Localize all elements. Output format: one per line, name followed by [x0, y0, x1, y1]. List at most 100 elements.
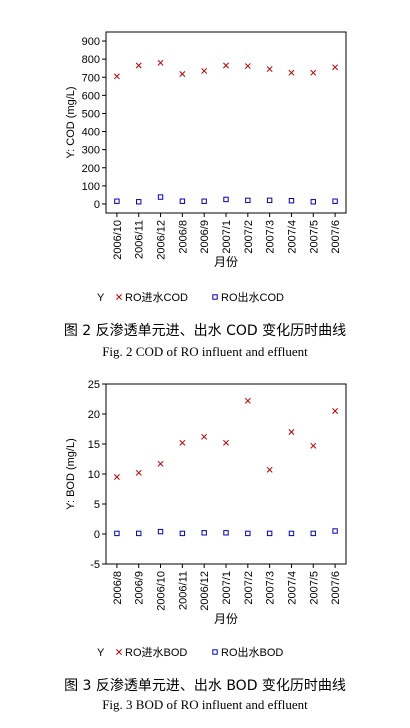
- bod-legend-marker-2: [212, 649, 218, 655]
- cod-x-tick-label: 2007/1: [221, 220, 233, 254]
- bod-series2-point: [266, 530, 273, 537]
- cod-y-tick-label: 200: [82, 163, 100, 175]
- bod-series1-point-stroke-b: [310, 442, 317, 449]
- cod-y-tick-label: 500: [82, 108, 100, 120]
- cod-y-tick-label: 600: [82, 90, 100, 102]
- cod-series1-point: [266, 66, 273, 73]
- cod-series2-point: [310, 199, 316, 205]
- cod-y-axis-label: Y: COD (mg/L): [65, 86, 77, 158]
- cod-series1-point: [223, 62, 229, 69]
- cod-x-tick-label: 2007/5: [308, 220, 320, 254]
- bod-series1-point: [332, 408, 339, 414]
- bod-legend-label-2: RO出水BOD: [221, 645, 283, 659]
- bod-series1-point-stroke-b: [223, 439, 229, 446]
- cod-series1-point: [157, 59, 164, 66]
- bod-x-tick-label: 2006/10: [156, 571, 168, 611]
- bod-series2-point: [201, 530, 207, 536]
- cod-series1-point-stroke-b: [135, 62, 142, 69]
- bod-series1-point-stroke-b: [157, 460, 164, 467]
- cod-series1-point: [332, 64, 339, 71]
- cod-series1-point-stroke-b: [179, 71, 186, 77]
- bod-x-tick-label: 2007/2: [243, 571, 255, 605]
- cod-plot-frame: [105, 31, 347, 214]
- bod-plot-frame: [105, 383, 347, 565]
- bod-chart: -5 0 5 10 15 20 25 Y: BOD (mg/L) 2006/8 2006/9 200…: [65, 379, 347, 659]
- bod-series2-point: [157, 528, 164, 535]
- bod-y-tick-label: 10: [88, 469, 100, 481]
- bod-x-tick-label: 2006/9: [134, 571, 146, 605]
- cod-series1-point-stroke-b: [201, 67, 208, 74]
- cod-x-tick-label: 2007/4: [286, 220, 298, 254]
- cod-y-tick-label: 100: [82, 181, 100, 193]
- cod-series2-point: [201, 198, 207, 204]
- cod-series2-point: [245, 197, 251, 204]
- bod-x-axis-label: 月份: [214, 612, 238, 626]
- bod-series1-point-stroke-b: [135, 469, 142, 476]
- bod-legend-marker-1-stroke-b: [116, 649, 122, 655]
- cod-series1-point-stroke-b: [244, 63, 251, 69]
- bod-series2-point: [245, 530, 251, 537]
- bod-x-tick-label: 2006/11: [177, 571, 189, 610]
- bod-series1-point-stroke-b: [244, 397, 251, 404]
- bod-legend-title: Y: [97, 647, 105, 659]
- bod-y-tick-label: 0: [94, 529, 100, 541]
- bod-legend-label-1: RO进水BOD: [125, 646, 187, 659]
- cod-chart: 0 100 200 300 400 500 600 700 800 900 Y: COD (mg/L…: [65, 31, 347, 304]
- bod-series2-point: [179, 530, 186, 537]
- bod-series1-point: [244, 397, 251, 404]
- bod-series2-point: [310, 530, 316, 537]
- cod-legend-marker-1: [116, 294, 122, 300]
- cod-series1-point: [201, 67, 208, 74]
- bod-series1-point-stroke-b: [113, 474, 120, 480]
- cod-series2-point: [136, 199, 142, 205]
- bod-series2-point: [288, 530, 295, 537]
- cod-series2-point: [332, 198, 338, 204]
- bod-series1-point-stroke-b: [201, 433, 208, 440]
- bod-x-tick-label: 2006/8: [112, 571, 124, 605]
- bod-series2-point: [332, 528, 338, 534]
- figure-3-caption-cn: 图 3 反渗透单元进、出水 BOD 变化历时曲线: [64, 678, 346, 694]
- cod-series1-point-stroke-b: [223, 62, 229, 69]
- cod-x-axis-label: 月份: [214, 255, 238, 269]
- cod-series1-point: [244, 63, 251, 69]
- cod-series2-point: [157, 194, 164, 200]
- bod-series1-point: [113, 474, 120, 480]
- bod-series1-point: [266, 466, 273, 473]
- cod-series1-point: [310, 69, 317, 76]
- cod-x-tick-label: 2006/12: [156, 220, 168, 260]
- cod-series1-point: [113, 73, 120, 80]
- cod-x-tick-label: 2006/11: [134, 220, 146, 259]
- cod-x-tick-label: 2007/3: [265, 220, 277, 254]
- cod-series1-point-stroke-b: [288, 69, 295, 76]
- bod-x-tick-label: 2007/5: [308, 571, 320, 605]
- bod-series1-point: [157, 460, 164, 467]
- figure-3-caption-en: Fig. 3 BOD of RO influent and effluent: [102, 697, 308, 712]
- bod-series1-point-stroke-b: [266, 466, 273, 473]
- cod-legend-label-2: RO出水COD: [221, 290, 284, 304]
- cod-x-tick-label: 2006/9: [199, 220, 211, 254]
- cod-x-tick-label: 2007/6: [330, 220, 342, 254]
- cod-x-tick-label: 2006/8: [177, 220, 189, 254]
- bod-series1-point: [135, 469, 142, 476]
- bod-series1-point: [201, 433, 208, 440]
- cod-x-tick-label: 2006/10: [112, 220, 124, 260]
- cod-x-tick-label: 2007/2: [243, 220, 255, 254]
- bod-y-tick-label: 20: [88, 409, 100, 421]
- cod-y-tick-label: 300: [82, 145, 100, 157]
- cod-series1-point-stroke-b: [332, 64, 339, 71]
- bod-y-tick-label: -5: [90, 559, 100, 571]
- bod-x-tick-label: 2007/1: [221, 571, 233, 605]
- bod-series1-point: [310, 442, 317, 449]
- cod-series1-point-stroke-b: [266, 66, 273, 73]
- bod-series1-point: [288, 429, 295, 435]
- bod-series1-point: [223, 439, 229, 446]
- cod-y-tick-label: 800: [82, 54, 100, 66]
- cod-legend-label-1: RO进水COD: [125, 291, 188, 304]
- bod-series2-point: [114, 530, 120, 537]
- figure-2-caption-en: Fig. 2 COD of RO influent and effluent: [102, 344, 308, 359]
- cod-legend-marker-2: [212, 294, 218, 300]
- cod-series2-point: [223, 196, 229, 203]
- cod-y-tick-label: 0: [94, 199, 100, 211]
- cod-series1-point: [179, 71, 186, 77]
